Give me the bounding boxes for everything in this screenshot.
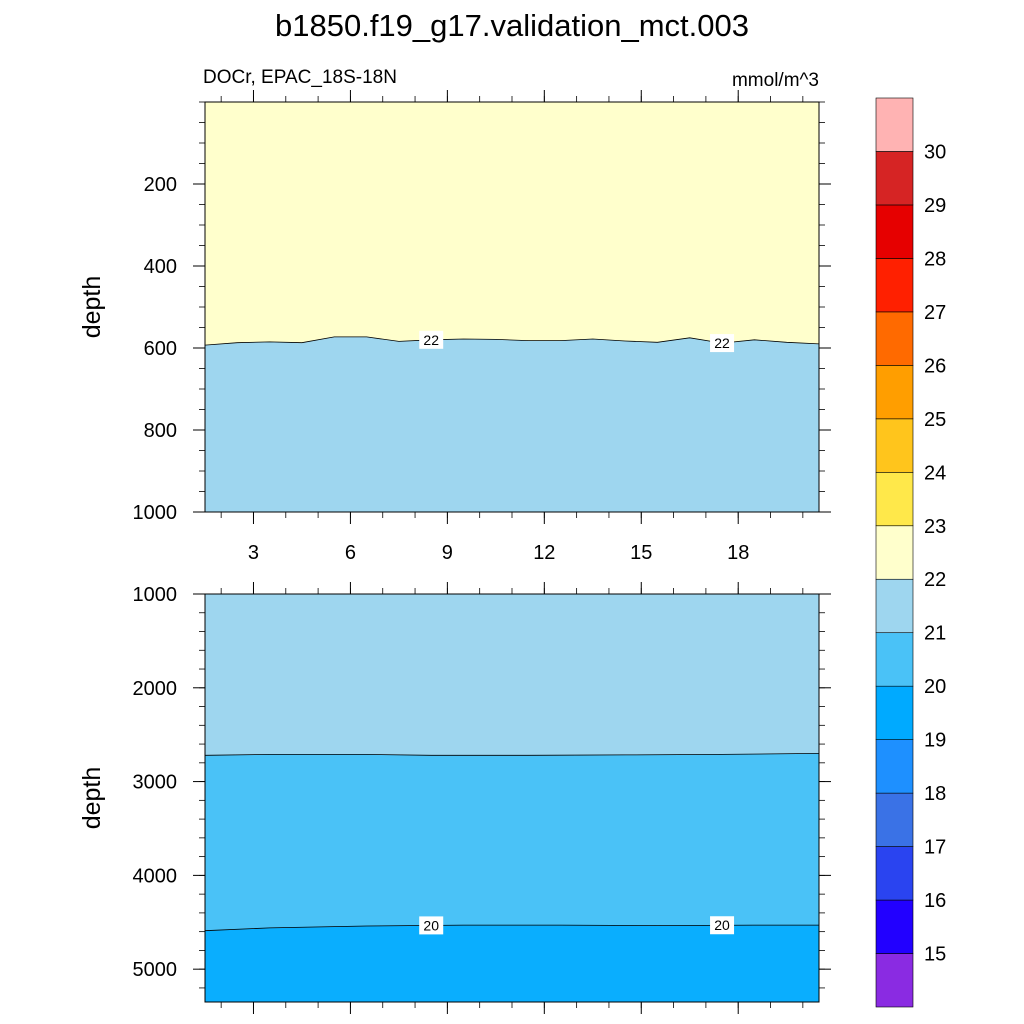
y-tick-label: 600: [144, 338, 177, 360]
x-tick-label: 9: [442, 542, 453, 564]
colorbar-label: 25: [924, 409, 946, 431]
contour-label-bg: [419, 330, 444, 349]
y-tick-label: 400: [144, 256, 177, 278]
colorbar-swatch: [875, 525, 914, 580]
units-label: mmol/m^3: [732, 70, 819, 91]
x-tick-label: 18: [727, 542, 749, 564]
y-tick-label: 5000: [133, 959, 178, 981]
colorbar-label: 22: [924, 569, 946, 591]
colorbar-swatch: [875, 204, 914, 259]
y-tick-label: 4000: [133, 865, 178, 887]
colorbar-label: 17: [924, 837, 946, 859]
colorbar-swatch: [875, 899, 914, 954]
contour-line-21: [204, 753, 820, 756]
colorbar-swatch: [875, 632, 914, 687]
colorbar-label: 27: [924, 302, 946, 324]
colorbar-swatch: [875, 311, 914, 366]
colorbar-label: 15: [924, 944, 946, 966]
contour-label: 20: [423, 917, 439, 933]
contour-label: 20: [714, 917, 730, 933]
colorbar-swatch: [875, 792, 914, 847]
y-tick-label: 800: [144, 420, 177, 442]
contour-line-20: [204, 924, 819, 932]
colorbar-label: 21: [924, 623, 946, 645]
colorbar-label: 29: [924, 195, 946, 217]
colorbar-swatch: [875, 97, 914, 152]
contour-label-bg: [710, 334, 735, 353]
y-tick-label: 200: [144, 174, 177, 196]
colorbar-swatch: [875, 471, 914, 527]
contour-label-bg: [419, 916, 444, 935]
x-tick-label: 6: [345, 542, 356, 564]
x-tick-label: 12: [533, 542, 555, 564]
colorbar-swatch: [875, 258, 914, 313]
colorbar-swatch: [875, 953, 914, 1008]
x-tick-label: 15: [630, 542, 652, 564]
contour-label: 22: [423, 332, 439, 348]
y-tick-label: 1000: [133, 502, 178, 524]
upper-panel: 22 22 200 400 600 800 1000 3 6 9 12 15 18 depth: [78, 90, 831, 564]
colorbar: 15 16 17 18 19 20 21 22 23 24 25 26 27 28 29 30: [875, 97, 946, 1008]
y-tick-label: 3000: [133, 772, 178, 794]
colorbar-swatch: [875, 739, 914, 794]
y-axis-label: depth: [78, 767, 106, 830]
colorbar-label: 20: [924, 676, 946, 698]
x-tick-label: 3: [248, 542, 259, 564]
colorbar-label: 19: [924, 730, 946, 752]
y-tick-label: 1000: [133, 584, 178, 606]
colorbar-swatch: [875, 151, 914, 206]
contour-label: 22: [714, 335, 730, 351]
colorbar-label: 28: [924, 248, 946, 270]
contour-label-bg: [710, 916, 735, 935]
y-axis-label: depth: [78, 276, 106, 339]
colorbar-swatch: [875, 846, 914, 901]
lower-panel: 20 20 1000 2000 3000 4000 5000 depth: [78, 582, 831, 1014]
colorbar-swatch: [875, 418, 914, 473]
colorbar-swatch: [875, 365, 914, 420]
colorbar-swatch: [875, 578, 914, 634]
colorbar-label: 24: [924, 462, 946, 484]
colorbar-label: 30: [924, 141, 946, 163]
colorbar-label: 23: [924, 516, 946, 538]
y-tick-label: 2000: [133, 678, 178, 700]
colorbar-label: 18: [924, 783, 946, 805]
variable-label: DOCr, EPAC_18S-18N: [203, 67, 397, 88]
band-19-20: [205, 925, 819, 1002]
colorbar-label: 16: [924, 890, 946, 912]
colorbar-label: 26: [924, 355, 946, 377]
band-21-22: [205, 336, 819, 512]
chart-title: b1850.f19_g17.validation_mct.003: [275, 8, 749, 43]
colorbar-swatch: [875, 685, 914, 740]
